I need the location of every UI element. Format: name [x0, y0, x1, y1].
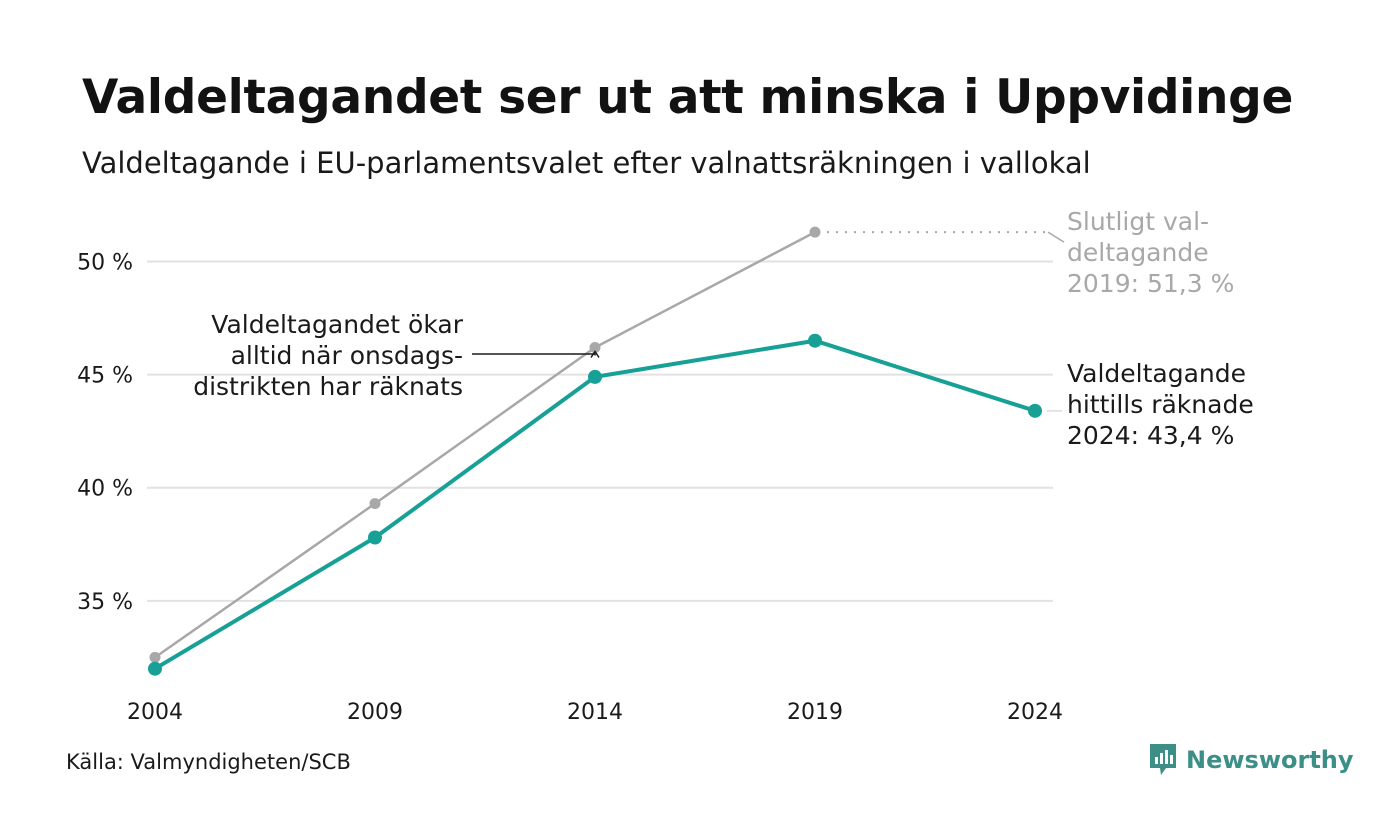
y-tick-label: 50 % [77, 251, 133, 276]
counted-label-line: 2024: 43,4 % [1067, 421, 1234, 450]
x-tick-label: 2004 [127, 700, 183, 725]
y-tick-label: 40 % [77, 477, 133, 502]
note-annotation-line: alltid när onsdags- [231, 341, 463, 370]
y-tick-label: 45 % [77, 364, 133, 389]
final-turnout-point [589, 342, 601, 353]
x-tick-label: 2019 [787, 700, 843, 725]
counted-turnout-point [148, 661, 162, 676]
source-note: Källa: Valmyndigheten/SCB [66, 750, 351, 774]
counted-turnout-point [588, 369, 602, 384]
x-tick-label: 2014 [567, 700, 623, 725]
y-tick-label: 35 % [77, 590, 133, 615]
brand-name: Newsworthy [1186, 746, 1354, 774]
x-tick-label: 2024 [1007, 700, 1063, 725]
line-chart: 35 % 40 % 45 % 50 % 2004 2009 2014 2019 2024 Slut… [77, 207, 1254, 725]
counted-turnout-point [1028, 403, 1042, 418]
x-tick-label: 2009 [347, 700, 403, 725]
counted-label-line: Valdeltagande [1067, 359, 1246, 388]
final-label-line: deltagande [1067, 238, 1209, 267]
newsworthy-logo-icon [1150, 744, 1176, 775]
final-turnout-point [369, 498, 381, 510]
note-annotation-line: distrikten har räknats [193, 372, 463, 401]
counted-label-line: hittills räknade [1067, 390, 1254, 419]
final-turnout-point [149, 651, 161, 663]
note-annotation-line: Valdeltagandet ökar [211, 310, 463, 339]
note-arrow-line [472, 353, 596, 356]
chart-title: Valdeltagandet ser ut att minska i Uppvi… [82, 70, 1294, 125]
final-label-line: 2019: 51,3 % [1067, 269, 1234, 298]
chart-subtitle: Valdeltagande i EU-parlamentsvalet efter… [82, 146, 1091, 180]
counted-turnout-point [368, 530, 382, 545]
counted-turnout-point [808, 333, 822, 348]
final-label-connector [1047, 231, 1065, 243]
final-label-line: Slutligt val- [1067, 207, 1209, 236]
final-turnout-point [809, 226, 821, 238]
note-arrow-head [590, 350, 600, 358]
brand-logo: Newsworthy [1148, 742, 1354, 778]
final-turnout-line [154, 231, 816, 659]
